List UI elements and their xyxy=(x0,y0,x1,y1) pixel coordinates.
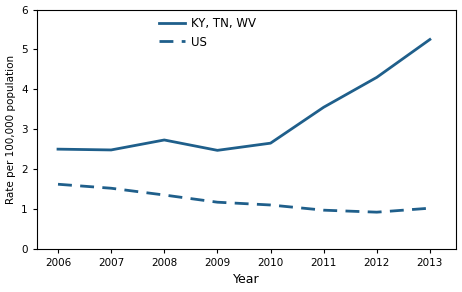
US xyxy=(374,211,379,214)
US xyxy=(321,208,327,212)
KY, TN, WV xyxy=(321,105,327,109)
US xyxy=(268,203,274,207)
KY, TN, WV xyxy=(215,149,220,152)
KY, TN, WV xyxy=(162,138,167,142)
US xyxy=(162,193,167,197)
Y-axis label: Rate per 100,000 population: Rate per 100,000 population xyxy=(6,55,16,204)
KY, TN, WV xyxy=(374,76,379,79)
Line: US: US xyxy=(58,184,430,212)
Line: KY, TN, WV: KY, TN, WV xyxy=(58,39,430,150)
X-axis label: Year: Year xyxy=(233,273,260,286)
KY, TN, WV xyxy=(55,147,61,151)
US xyxy=(109,187,114,190)
US xyxy=(215,200,220,204)
KY, TN, WV xyxy=(427,38,432,41)
KY, TN, WV xyxy=(268,141,274,145)
US xyxy=(55,182,61,186)
US xyxy=(427,206,432,210)
KY, TN, WV xyxy=(109,148,114,152)
Legend: KY, TN, WV, US: KY, TN, WV, US xyxy=(154,12,261,53)
